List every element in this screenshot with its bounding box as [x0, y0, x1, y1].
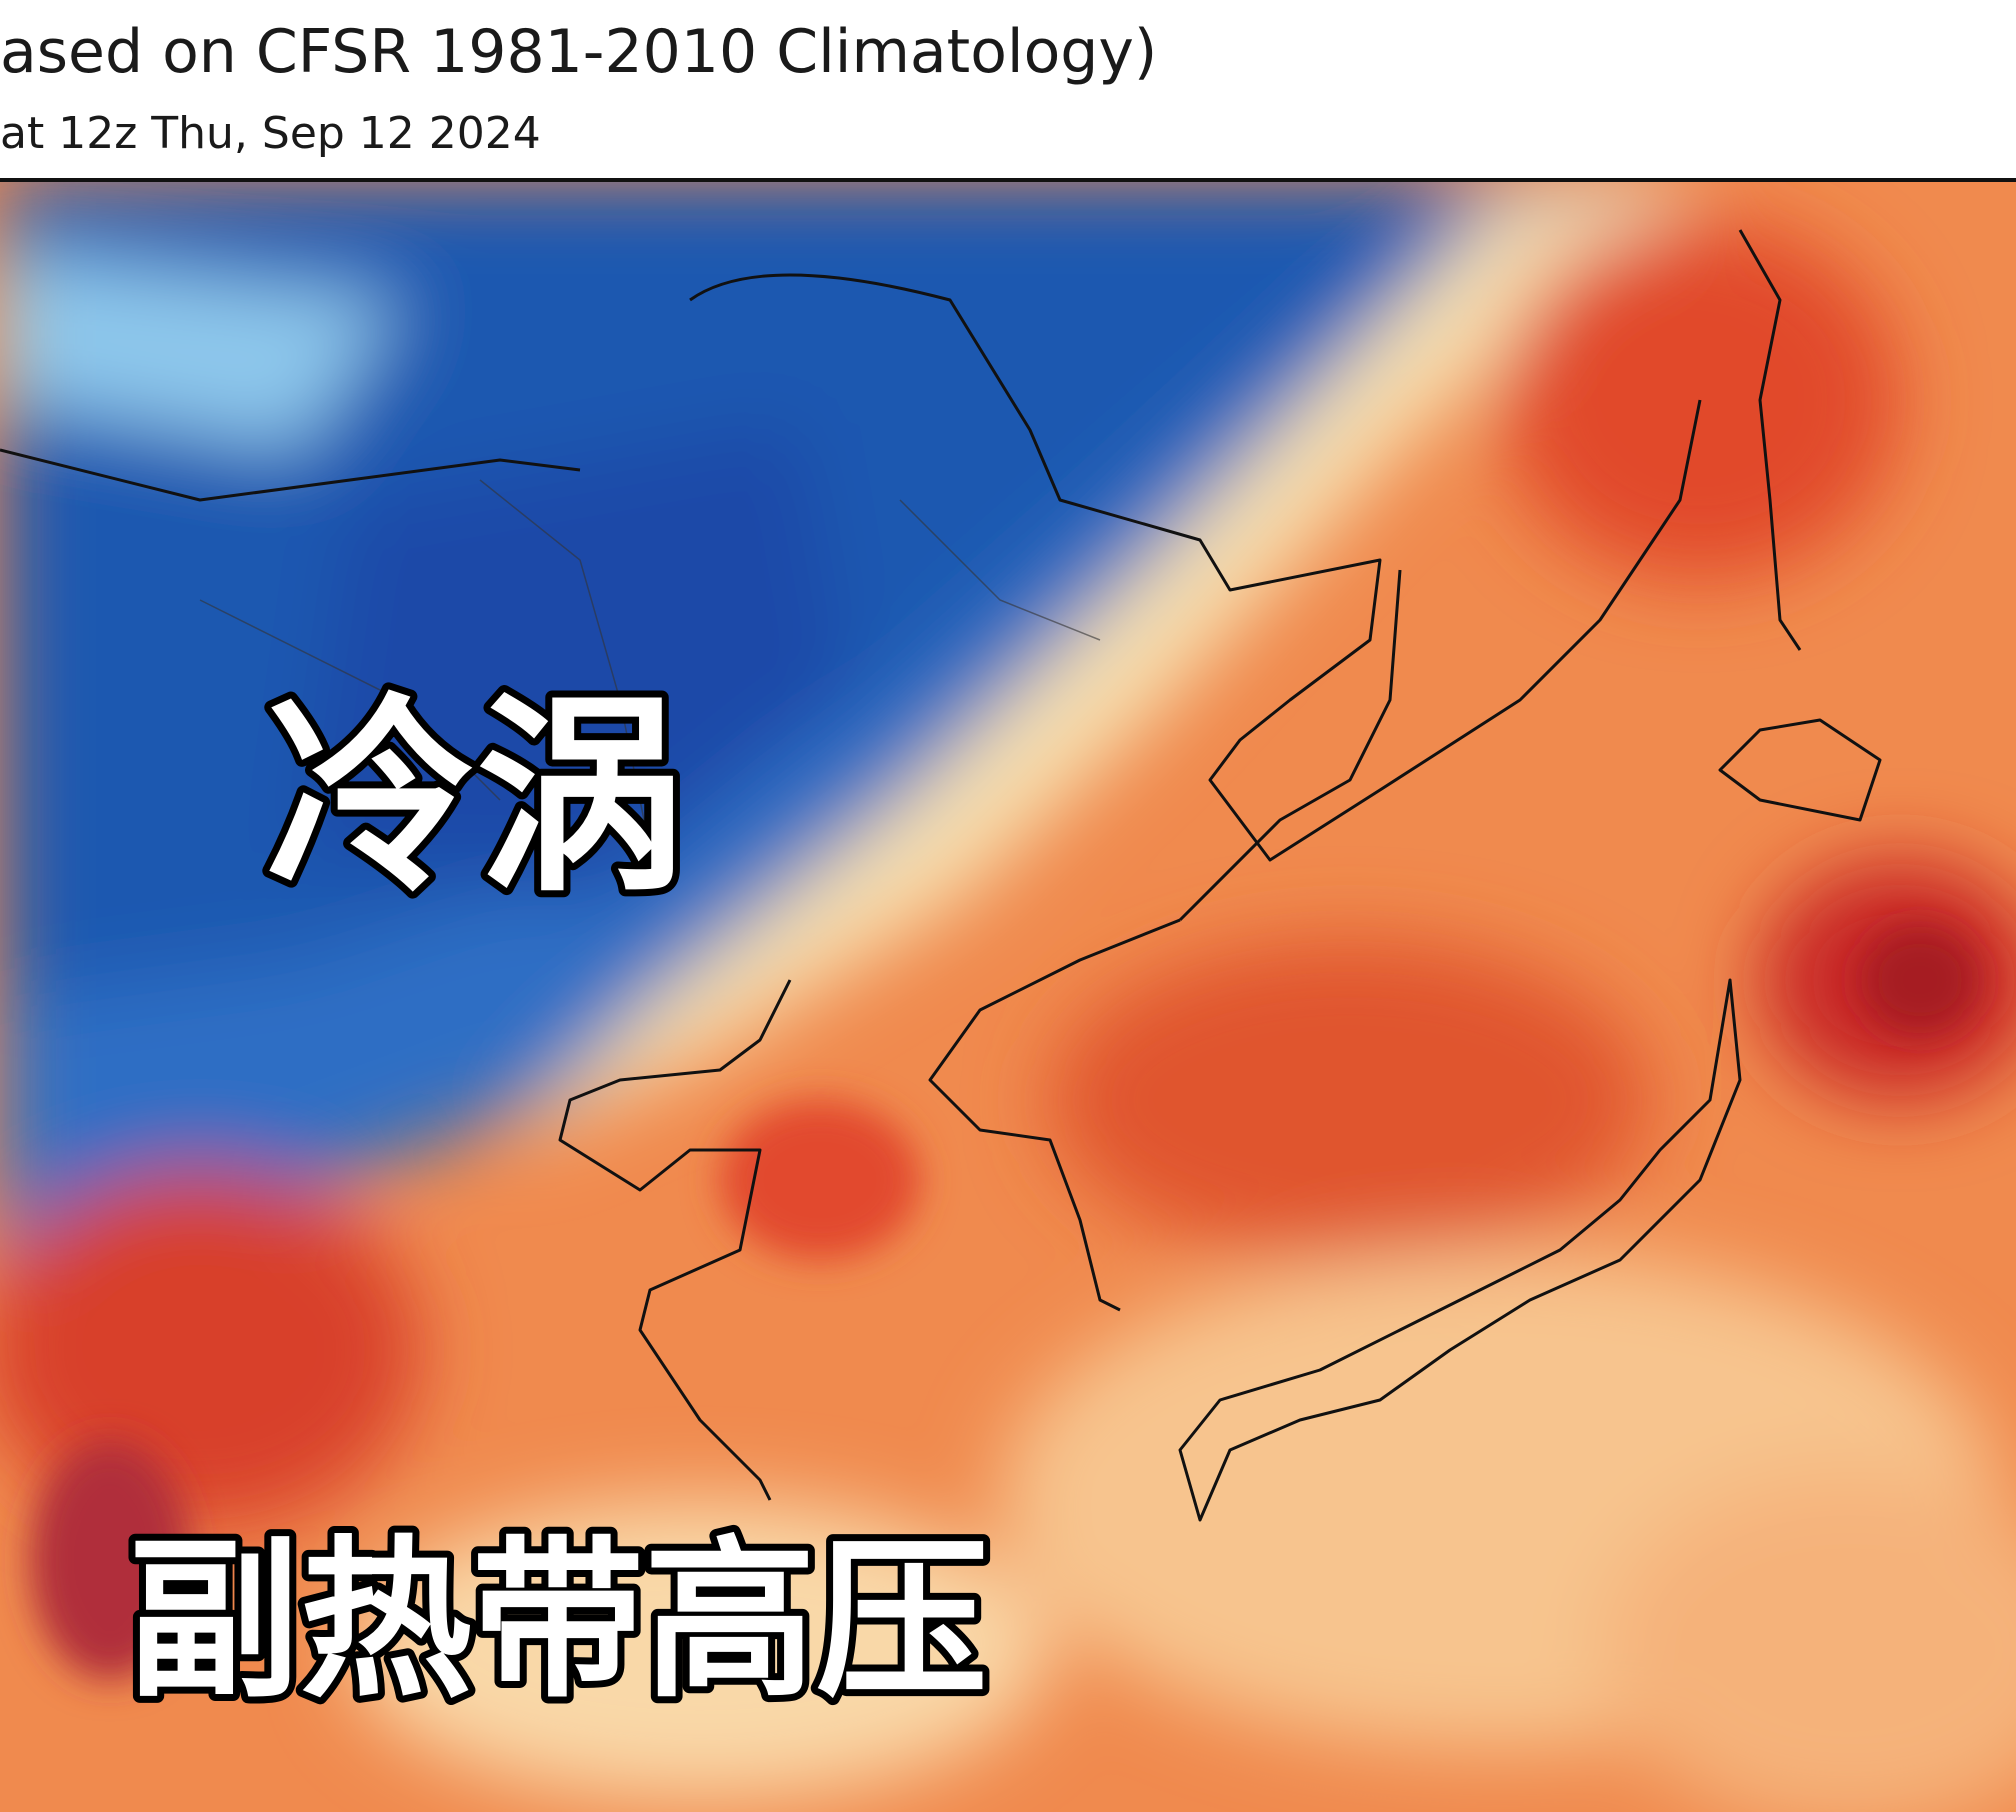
map	[0, 178, 2016, 1812]
map-title: ased on CFSR 1981-2010 Climatology)	[0, 17, 1157, 87]
header-background	[0, 0, 2016, 178]
cold-vortex-label: 冷涡	[266, 675, 686, 920]
subtropical-high-label: 副热带高压	[128, 1520, 988, 1721]
map-border	[0, 178, 2016, 182]
anomaly-detail	[30, 925, 1980, 1680]
anomaly-shading	[0, 178, 2016, 1812]
coastlines	[0, 229, 1882, 1522]
map-subtitle: at 12z Thu, Sep 12 2024	[0, 108, 541, 159]
